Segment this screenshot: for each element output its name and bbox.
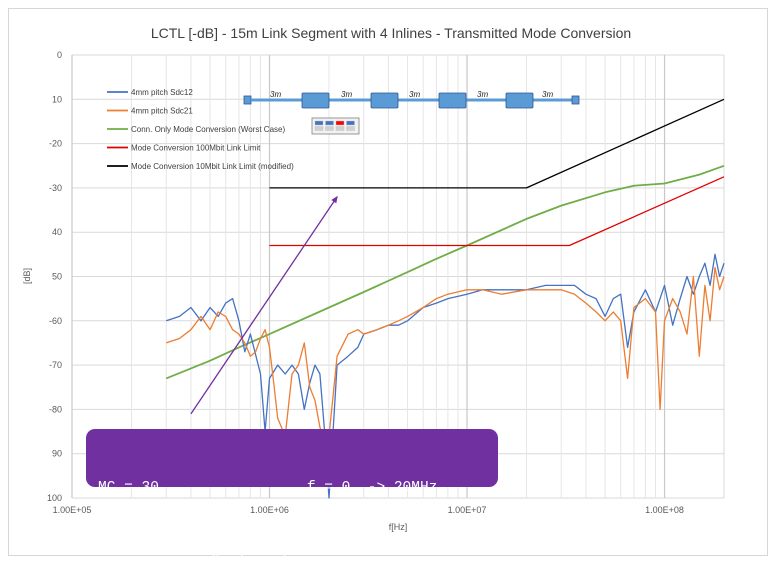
y-tick-label: 100	[47, 493, 62, 503]
chart-title: LCTL [-dB] - 15m Link Segment with 4 Inl…	[151, 25, 631, 41]
connector-pin	[335, 120, 345, 126]
connector-pin	[346, 126, 355, 131]
x-axis-label: f[Hz]	[389, 522, 408, 532]
connector-pin	[325, 126, 334, 131]
y-tick-label: -30	[49, 183, 62, 193]
x-tick-label: 1.00E+06	[250, 505, 289, 515]
y-tick-label: 50	[52, 272, 62, 282]
inset-cable-diagram: 3m 3m 3m 3m 3m	[243, 90, 580, 135]
y-tick-label: -80	[49, 404, 62, 414]
inline-connector-1	[370, 92, 399, 109]
series-line-3	[269, 176, 725, 247]
segment-length-label: 3m	[341, 90, 352, 99]
series-line-2	[165, 164, 725, 380]
legend-label-4: Mode Conversion 10Mbit Link Limit (modif…	[131, 162, 294, 171]
y-tick-label: -60	[49, 316, 62, 326]
y-tick-label: 40	[52, 227, 62, 237]
connector-pin	[314, 126, 324, 131]
formula-annotation: MC = 30 f = 0 -> 20MHz = 30-20*log10(f/2…	[86, 429, 498, 559]
y-tick-label: 10	[52, 94, 62, 104]
y-axis-label: [dB]	[22, 268, 32, 284]
x-tick-label: 1.00E+08	[645, 505, 684, 515]
segment-length-label: 3m	[477, 90, 488, 99]
inline-connector-3	[505, 92, 534, 109]
segment-length-label: 3m	[409, 90, 420, 99]
series-line-0	[165, 253, 725, 499]
series-line-4	[269, 98, 725, 189]
connector-icon	[311, 117, 360, 135]
cable-end-right	[571, 95, 580, 105]
series-line-1	[165, 266, 725, 446]
inline-connector-0	[301, 92, 330, 109]
segment-length-label: 3m	[542, 90, 553, 99]
formula-line-1: MC = 30 f = 0 -> 20MHz	[98, 480, 438, 496]
formula-line-2: = 30-20*log10(f/20) f = 20 -> 200MHz	[98, 543, 447, 559]
legend-label-0: 4mm pitch Sdc12	[131, 88, 193, 97]
connector-pin	[314, 120, 324, 126]
legend-label-3: Mode Conversion 100Mbit Link Limit	[131, 144, 261, 153]
legend-label-2: Conn. Only Mode Conversion (Worst Case)	[131, 125, 285, 134]
connector-pin	[346, 120, 355, 126]
x-tick-label: 1.00E+05	[53, 505, 92, 515]
inline-connector-2	[438, 92, 467, 109]
y-tick-label: -70	[49, 360, 62, 370]
y-tick-label: 90	[52, 449, 62, 459]
segment-length-label: 3m	[270, 90, 281, 99]
cable-end-left	[243, 95, 252, 105]
annotation-arrow	[190, 195, 338, 415]
y-tick-label: -20	[49, 139, 62, 149]
connector-pin	[325, 120, 334, 126]
y-tick-label: 0	[57, 50, 62, 60]
x-tick-label: 1.00E+07	[448, 505, 487, 515]
connector-pin	[335, 126, 345, 131]
legend-label-1: 4mm pitch Sdc21	[131, 107, 193, 116]
